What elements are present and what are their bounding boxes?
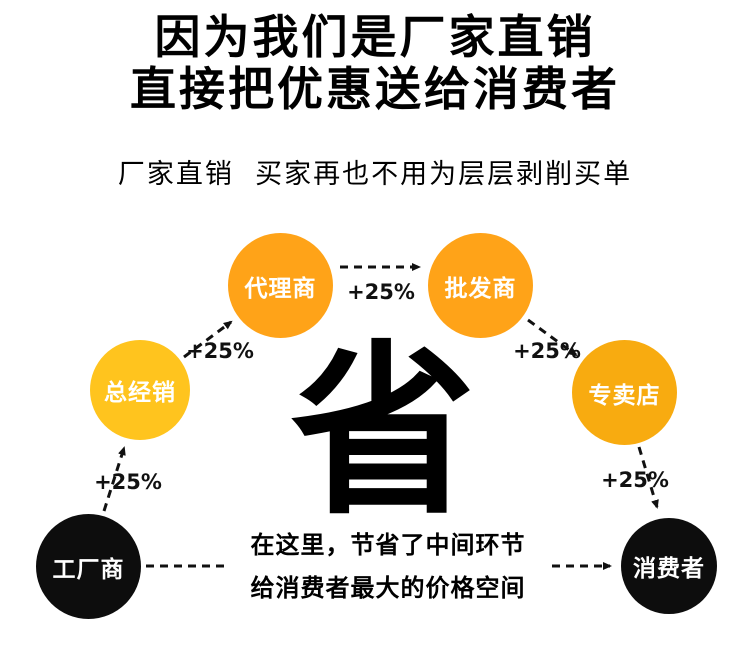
arrow-store-to-consumer [637, 446, 659, 509]
caption-line1: 在这里，节省了中间环节 [250, 531, 526, 559]
markup-label-5: +25% [601, 468, 669, 492]
caption-line2: 给消费者最大的价格空间 [250, 574, 526, 602]
node-general-distributor-label: 总经销 [104, 380, 176, 406]
arrow-distributor-to-agent [183, 320, 233, 359]
node-wholesaler: 批发商 [428, 233, 533, 338]
node-wholesaler-label: 批发商 [444, 275, 517, 302]
node-consumer: 消费者 [621, 518, 717, 614]
node-agent: 代理商 [228, 233, 333, 338]
arrow-wholesaler-to-store [527, 318, 578, 357]
node-agent-label: 代理商 [244, 275, 317, 302]
headline-line2: 直接把优惠送给消费者 [130, 62, 620, 116]
caption: 在这里，节省了中间环节 给消费者最大的价格空间 [228, 524, 548, 610]
node-general-distributor: 总经销 [90, 340, 190, 440]
node-factory-label: 工厂商 [52, 556, 125, 583]
node-consumer-label: 消费者 [633, 556, 705, 582]
node-specialty-store-label: 专卖店 [588, 382, 661, 409]
markup-label-2: +25% [186, 339, 254, 363]
node-factory: 工厂商 [36, 514, 141, 619]
headline-line1: 因为我们是厂家直销 [154, 10, 596, 64]
markup-label-4: +25% [513, 339, 581, 363]
markup-label-1: +25% [94, 470, 162, 494]
subtitle: 厂家直销 买家再也不用为层层剥削买单 [117, 159, 633, 190]
markup-label-3: +25% [347, 280, 415, 304]
save-character: 省 [290, 324, 476, 540]
node-specialty-store: 专卖店 [572, 340, 677, 445]
arrow-factory-to-distributor [102, 446, 126, 512]
